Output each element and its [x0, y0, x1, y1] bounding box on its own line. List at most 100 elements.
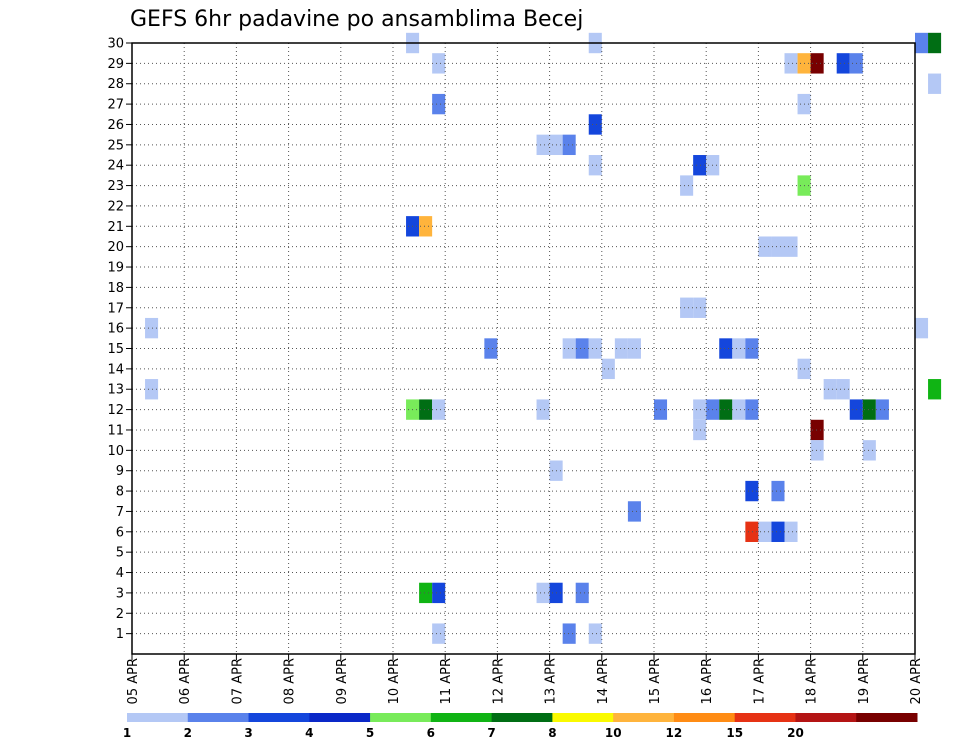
x-tick-label: 18 APR: [805, 658, 820, 704]
heatmap-cell: [810, 53, 824, 74]
heatmap-cell: [915, 32, 929, 54]
y-tick-label: 20: [107, 240, 124, 255]
x-tick-label: 15 APR: [648, 658, 663, 704]
heatmap-cell: [810, 440, 824, 461]
x-tick-label: 10 APR: [387, 658, 402, 704]
heatmap-cell: [627, 501, 641, 522]
y-tick-label: 23: [107, 179, 124, 194]
heatmap-cell: [915, 317, 929, 339]
colorbar-tick-label: 4: [305, 726, 313, 740]
heatmap-cell: [745, 399, 759, 420]
colorbar-swatch: [491, 713, 553, 722]
y-tick-label: 10: [107, 444, 124, 459]
heatmap-cell: [680, 175, 694, 196]
colorbar-swatch: [248, 713, 310, 722]
heatmap-cell: [771, 521, 785, 542]
colorbar-tick-label: 10: [605, 726, 622, 740]
y-tick-label: 24: [107, 159, 124, 174]
heatmap-cell: [419, 582, 433, 604]
y-tick-label: 13: [107, 383, 124, 398]
x-tick-label: 20 APR: [909, 658, 924, 704]
heatmap-cell: [784, 53, 798, 74]
heatmap-cell: [745, 338, 759, 359]
heatmap-cell: [771, 480, 785, 502]
heatmap-cell: [745, 480, 759, 502]
x-tick-label: 17 APR: [752, 658, 767, 704]
chart-title: GEFS 6hr padavine po ansamblima Becej: [130, 7, 583, 32]
heatmap-cell: [784, 521, 798, 542]
heatmap-cell: [732, 399, 746, 420]
x-tick-label: 12 APR: [491, 658, 506, 704]
heatmap-cell: [432, 582, 446, 604]
x-tick-label: 05 APR: [126, 658, 141, 704]
colorbar-swatch: [430, 713, 493, 722]
colorbar-swatch: [187, 713, 250, 722]
y-tick-label: 7: [116, 505, 124, 520]
heatmap-cell: [875, 399, 889, 420]
heatmap-cell: [432, 53, 446, 74]
heatmap-cell: [771, 236, 785, 257]
y-tick-label: 5: [116, 546, 124, 561]
heatmap-cell: [145, 317, 159, 339]
y-tick-label: 16: [107, 322, 124, 337]
heatmap-cell: [836, 53, 850, 74]
heatmap-cell: [928, 379, 942, 400]
x-tick-label: 16 APR: [700, 658, 715, 704]
y-tick-label: 15: [107, 342, 124, 357]
heatmap-cell: [588, 114, 602, 135]
heatmap-cell: [693, 399, 707, 420]
y-tick-label: 8: [116, 485, 124, 500]
heatmap-cell: [693, 419, 707, 441]
heatmap-cell: [693, 297, 707, 318]
colorbar-swatch: [856, 713, 918, 722]
x-tick-label: 08 APR: [283, 658, 298, 704]
heatmap-cell: [680, 297, 694, 318]
y-tick-label: 29: [107, 57, 124, 72]
colorbar-tick-label: 2: [184, 726, 192, 740]
y-tick-label: 22: [107, 199, 124, 214]
colorbar-tick-label: 6: [427, 726, 435, 740]
heatmap-cell: [145, 379, 159, 400]
heatmap-cell: [562, 623, 576, 644]
y-tick-label: 21: [107, 220, 124, 235]
y-tick-label: 11: [107, 423, 124, 438]
plot-frame: [131, 42, 916, 655]
heatmap-cell: [432, 399, 446, 420]
heatmap-cell: [536, 399, 550, 420]
heatmap-cell: [862, 399, 876, 420]
heatmap-cell: [562, 338, 576, 359]
y-tick-label: 4: [116, 566, 124, 581]
x-tick-label: 09 APR: [335, 658, 350, 704]
heatmap-cell: [928, 73, 942, 94]
colorbar-swatch: [552, 713, 614, 722]
heatmap-cell: [810, 419, 824, 441]
heatmap-cell: [784, 236, 798, 257]
heatmap-cell: [627, 338, 641, 359]
heatmap-cell: [536, 582, 550, 604]
heatmap-cell: [693, 155, 707, 176]
x-tick-label: 07 APR: [230, 658, 245, 704]
heatmap-cell: [484, 338, 498, 359]
colorbar-swatch: [309, 713, 371, 722]
heatmap-cell: [732, 338, 746, 359]
x-tick-label: 14 APR: [596, 658, 611, 704]
heatmap-cell: [575, 582, 589, 604]
x-tick-label: 19 APR: [857, 658, 872, 704]
colorbar-swatch: [127, 713, 189, 722]
heatmap-cell: [575, 338, 589, 359]
colorbar-swatch: [613, 713, 675, 722]
y-tick-label: 17: [107, 301, 124, 316]
colorbar-tick-label: 8: [548, 726, 556, 740]
colorbar-swatch: [370, 713, 432, 722]
y-tick-label: 28: [107, 77, 124, 92]
y-tick-label: 6: [116, 525, 124, 540]
colorbar-tick-label: 20: [787, 726, 804, 740]
heatmap-cell: [432, 93, 446, 115]
heatmap-cell: [823, 379, 837, 400]
heatmap-cell: [419, 216, 433, 237]
heatmap-cell: [432, 623, 446, 644]
x-tick-label: 06 APR: [178, 658, 193, 704]
y-tick-label: 26: [107, 118, 124, 133]
colorbar-swatch: [673, 713, 736, 722]
heatmap-cell: [562, 134, 576, 156]
